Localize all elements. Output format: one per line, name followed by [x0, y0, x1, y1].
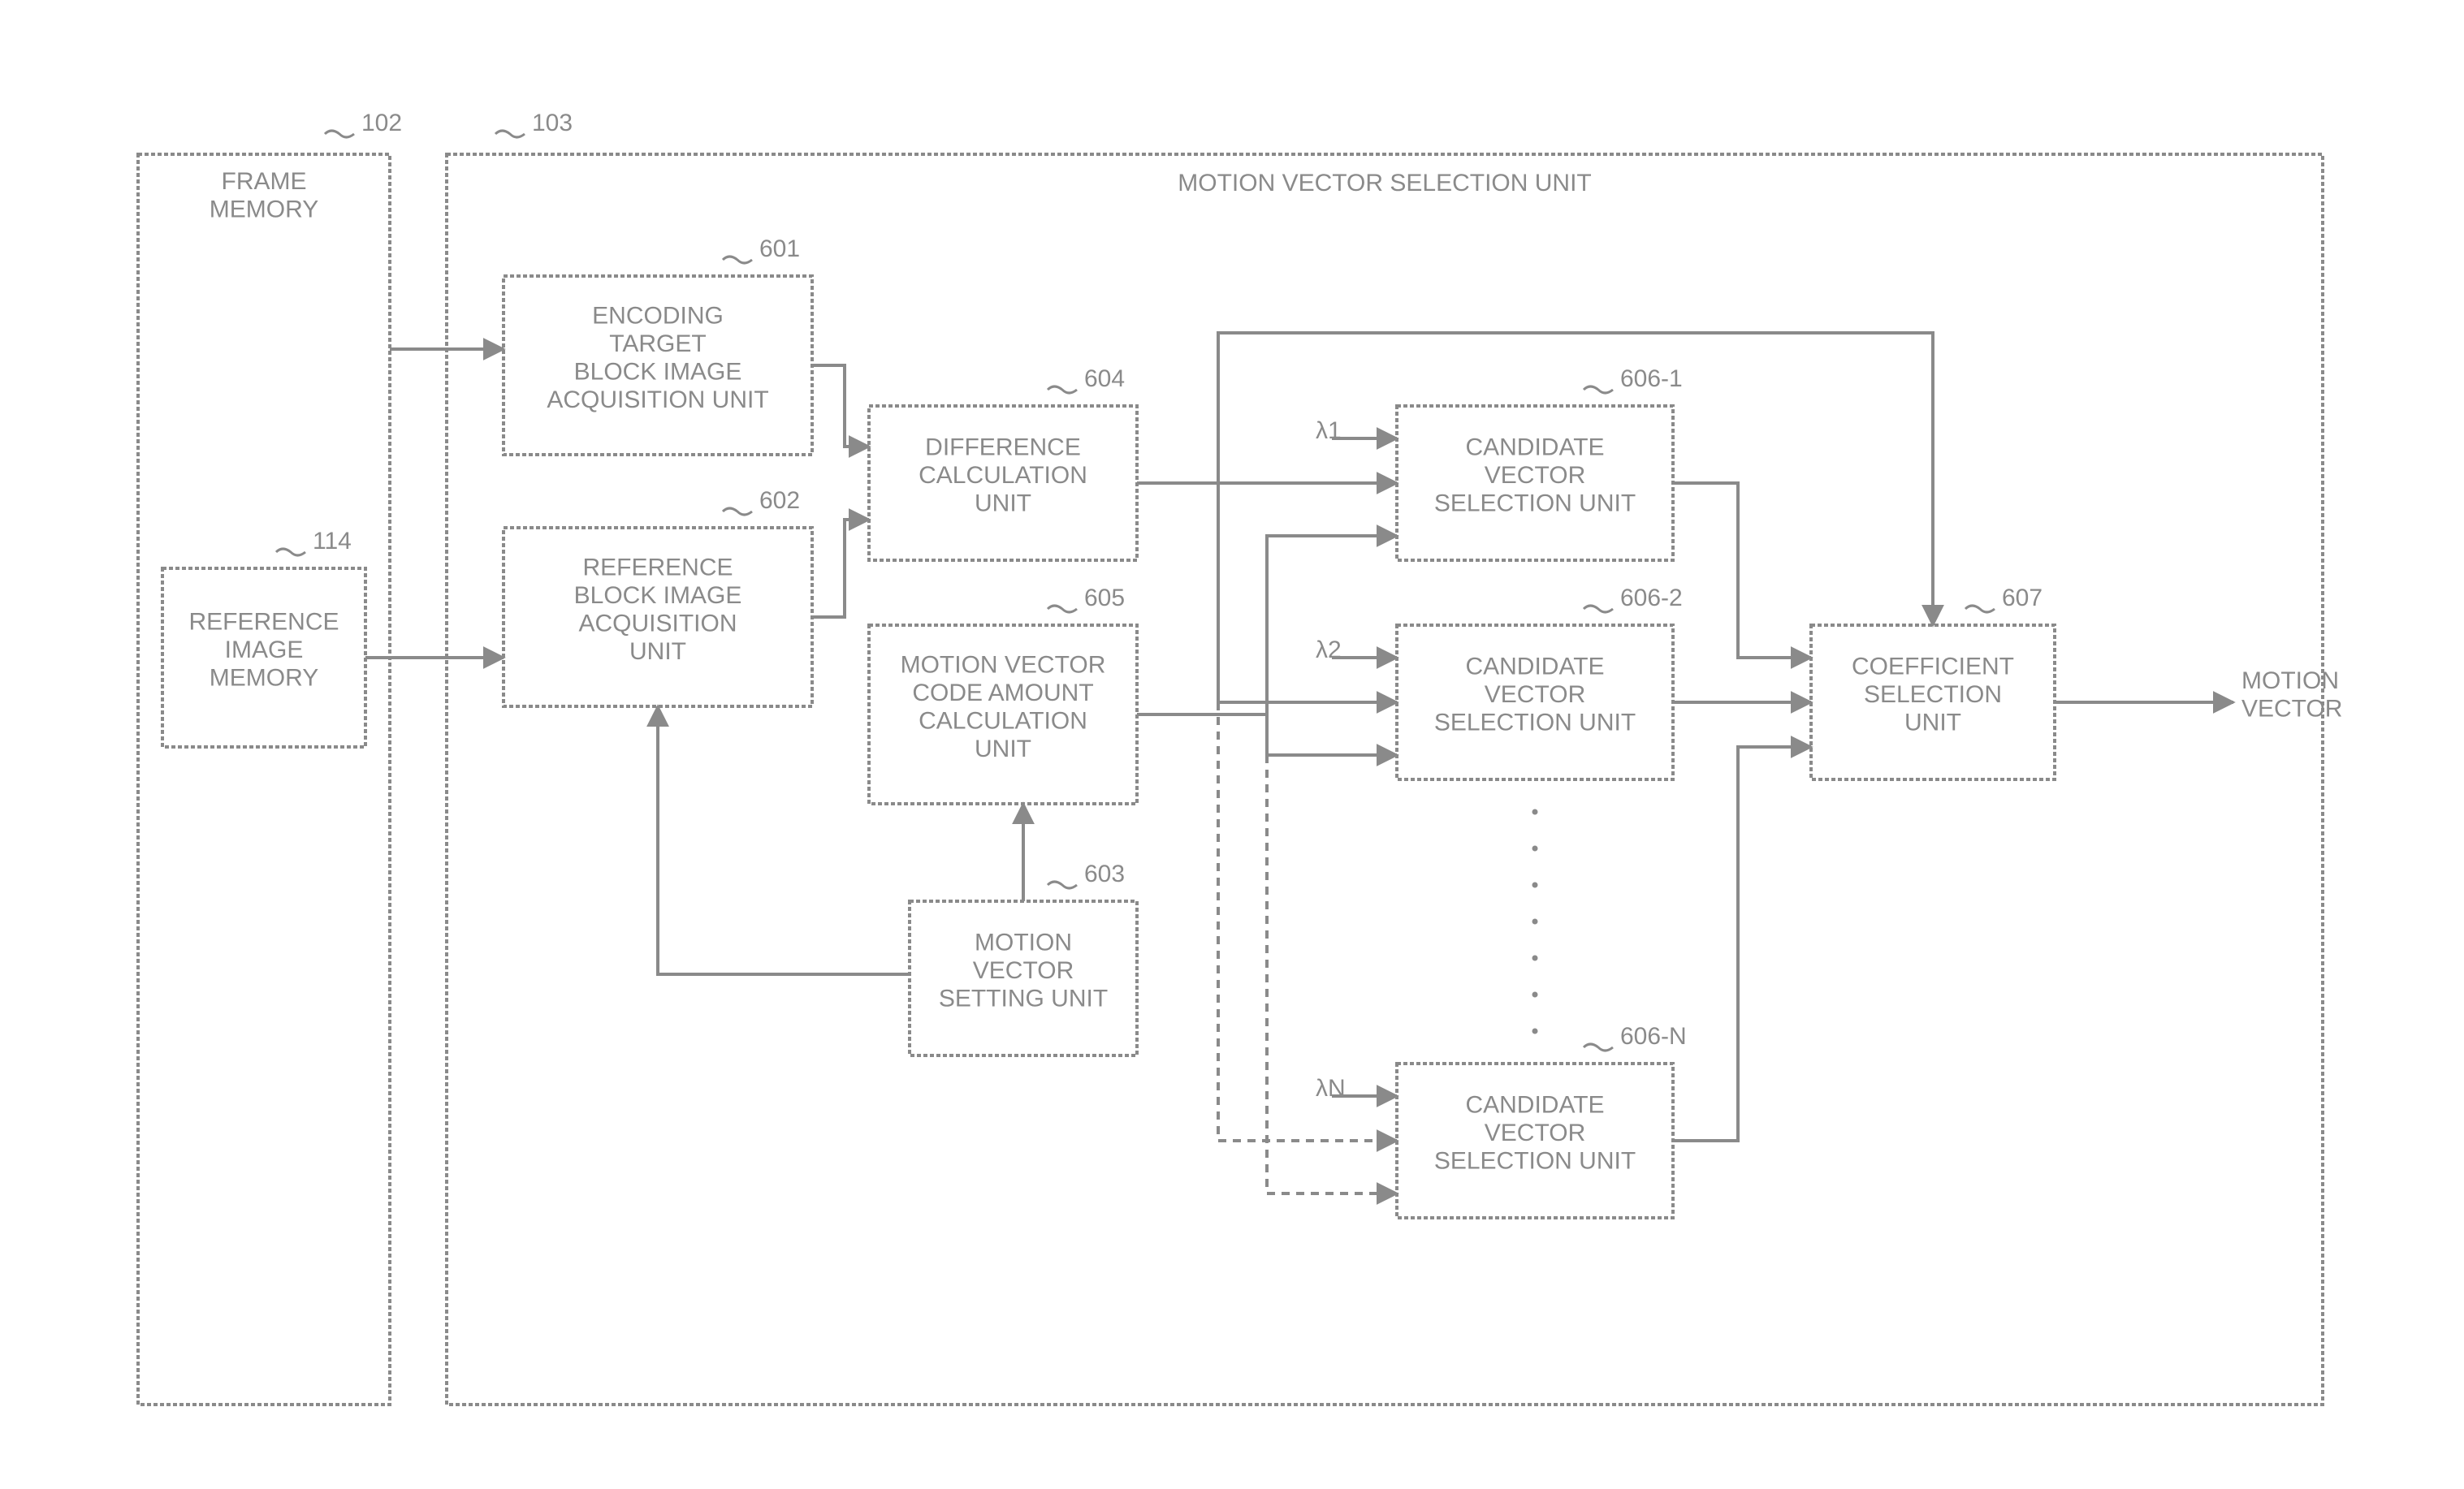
- cand2-ref: 606-2: [1620, 585, 1683, 611]
- candN-label: CANDIDATEVECTORSELECTION UNIT: [1434, 1092, 1636, 1175]
- frame-memory-ref: 102: [361, 110, 402, 136]
- diff_calc-ref: 604: [1084, 365, 1125, 392]
- cand1-label: CANDIDATEVECTORSELECTION UNIT: [1434, 434, 1636, 517]
- cand2-label: CANDIDATEVECTORSELECTION UNIT: [1434, 654, 1636, 736]
- candN-ref: 606-N: [1620, 1023, 1687, 1050]
- ellipsis-dot: [1532, 992, 1538, 998]
- arrow-9: [1218, 702, 1397, 1141]
- cand1-ref: 606-1: [1620, 365, 1683, 392]
- mvsu-title: MOTION VECTOR SELECTION UNIT: [1178, 170, 1592, 196]
- cand1-lambda: λ1: [1316, 417, 1342, 444]
- coeff_sel-ref: 607: [2002, 585, 2043, 611]
- mv_setting-ref: 603: [1084, 861, 1125, 887]
- mvsu-ref: 103: [532, 110, 573, 136]
- ref_block_image-ref: 602: [759, 487, 800, 514]
- arrow-3: [812, 520, 869, 617]
- mv_code_amount-ref-leader: [1048, 606, 1077, 612]
- ref_image_memory-label: REFERENCEIMAGEMEMORY: [188, 609, 339, 692]
- arrow-8: [1218, 483, 1397, 702]
- ref_block_image-ref-leader: [723, 508, 752, 515]
- candN-lambda: λN: [1316, 1075, 1346, 1102]
- output-label: MOTIONVECTOR: [2241, 667, 2342, 723]
- cand2-lambda: λ2: [1316, 637, 1342, 663]
- arrow-18: [1673, 747, 1811, 1141]
- arrow-11: [1267, 714, 1397, 755]
- ref_block_image-label: REFERENCEBLOCK IMAGEACQUISITIONUNIT: [574, 554, 742, 665]
- ellipsis-dot: [1532, 883, 1538, 888]
- ellipsis-dot: [1532, 809, 1538, 815]
- ellipsis-dot: [1532, 1029, 1538, 1034]
- arrow-2: [812, 365, 869, 447]
- arrow-10: [1137, 536, 1397, 714]
- cand2-ref-leader: [1584, 606, 1613, 612]
- mv_code_amount-label: MOTION VECTORCODE AMOUNTCALCULATIONUNIT: [901, 651, 1106, 762]
- ellipsis-dot: [1532, 846, 1538, 852]
- ref_image_memory-ref-leader: [276, 549, 305, 555]
- ellipsis-dot: [1532, 956, 1538, 961]
- diff_calc-label: DIFFERENCECALCULATIONUNIT: [919, 434, 1087, 517]
- mv_setting-label: MOTIONVECTORSETTING UNIT: [939, 930, 1108, 1012]
- diff_calc-ref-leader: [1048, 386, 1077, 393]
- candN-ref-leader: [1584, 1044, 1613, 1051]
- mvsu-ref-leader: [495, 131, 525, 137]
- encoding_target-ref: 601: [759, 235, 800, 262]
- arrow-5: [658, 706, 910, 974]
- mv_code_amount-ref: 605: [1084, 585, 1125, 611]
- coeff_sel-label: COEFFICIENTSELECTIONUNIT: [1852, 654, 2014, 736]
- coeff_sel-ref-leader: [1965, 606, 1995, 612]
- arrow-12: [1267, 755, 1397, 1193]
- encoding_target-ref-leader: [723, 257, 752, 263]
- encoding_target-label: ENCODINGTARGETBLOCK IMAGEACQUISITION UNI…: [547, 302, 768, 413]
- ellipsis-dot: [1532, 919, 1538, 925]
- frame-memory-title: FRAMEMEMORY: [210, 168, 318, 223]
- mv_setting-ref-leader: [1048, 882, 1077, 888]
- frame-memory-ref-leader: [325, 131, 354, 137]
- cand1-ref-leader: [1584, 386, 1613, 393]
- diagram-canvas: FRAMEMEMORY 102 MOTION VECTOR SELECTION UN…: [0, 0, 2464, 1489]
- ref_image_memory-ref: 114: [313, 528, 352, 555]
- frame-memory-container: [138, 154, 390, 1405]
- arrow-16: [1673, 483, 1811, 658]
